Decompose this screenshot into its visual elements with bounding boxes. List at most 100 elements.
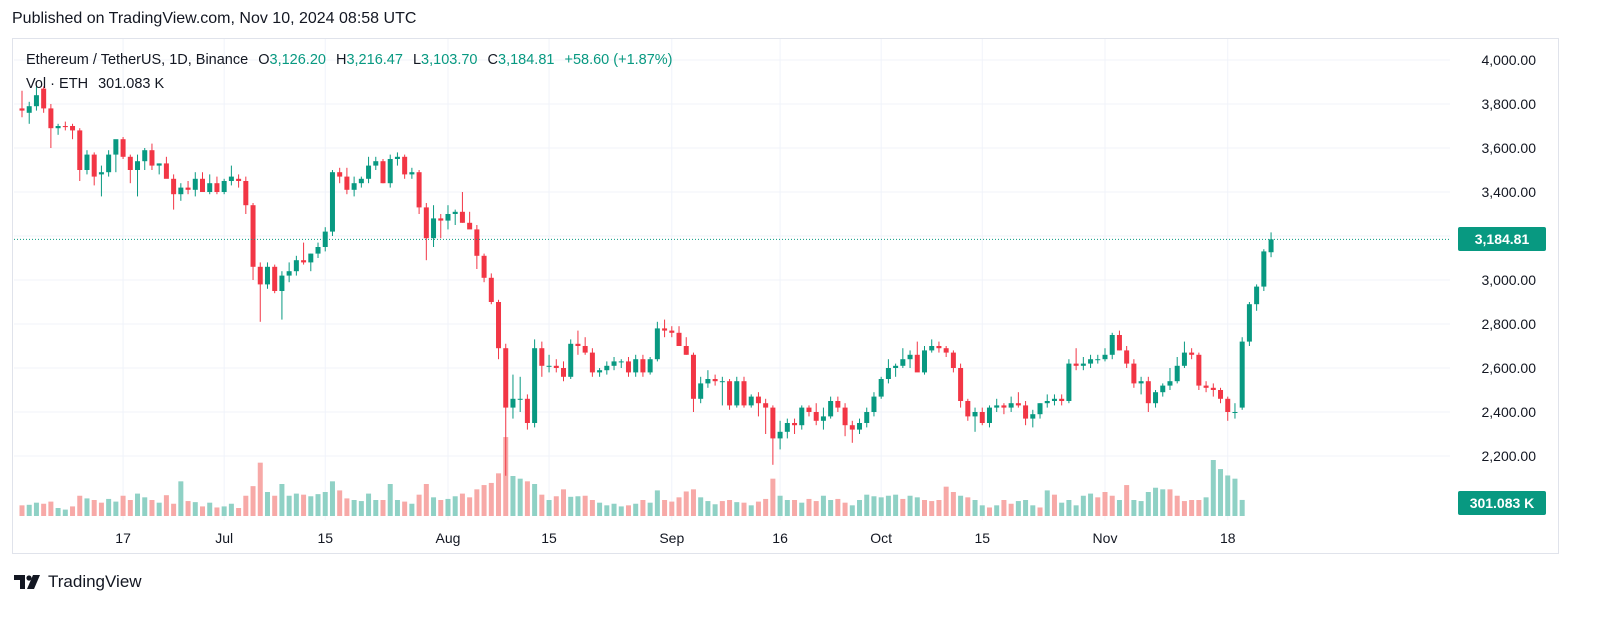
candle-body xyxy=(561,368,566,377)
candle-body xyxy=(113,139,119,155)
volume-bar xyxy=(517,478,523,516)
candle-body xyxy=(1088,359,1094,364)
chart-frame[interactable] xyxy=(12,38,1559,554)
volume-bar xyxy=(532,484,538,516)
volume-bar xyxy=(1196,500,1202,516)
volume-bar xyxy=(857,500,863,516)
time-tick-label: 15 xyxy=(974,530,990,546)
candle-body xyxy=(135,161,141,170)
volume-bar xyxy=(452,496,458,516)
volume-bar xyxy=(1001,500,1007,516)
candle-body xyxy=(91,154,97,177)
volume-bar xyxy=(741,502,747,516)
candle-body xyxy=(986,407,992,423)
candle-body xyxy=(1254,286,1260,305)
candle-body xyxy=(438,218,444,221)
candle-body xyxy=(1239,341,1245,408)
tradingview-brand[interactable]: TradingView xyxy=(14,572,142,592)
volume-bar xyxy=(885,495,891,516)
volume-bar xyxy=(1181,501,1187,516)
time-axis[interactable]: 17 Jul 15 Aug 15 Sep 16 Oct 15 Nov 18 xyxy=(115,530,1235,546)
volume-bar xyxy=(503,437,509,516)
volume-bar xyxy=(849,505,855,516)
volume-bar xyxy=(1037,507,1043,516)
volume-bar xyxy=(26,504,32,516)
volume-bar xyxy=(322,492,328,516)
time-tick-label: 18 xyxy=(1220,530,1236,546)
volume-bar xyxy=(98,502,104,516)
last-volume-badge: 301.083 K xyxy=(1458,491,1546,515)
open-label: O xyxy=(258,52,270,68)
candle-body xyxy=(1044,401,1050,404)
volume-bar xyxy=(640,500,646,516)
volume-bar xyxy=(315,494,321,516)
volume-bar xyxy=(1080,495,1086,516)
candle-body xyxy=(481,255,487,278)
volume-bar xyxy=(611,503,617,516)
candle-body xyxy=(459,211,465,223)
volume-bar xyxy=(654,490,660,516)
volume-bar xyxy=(784,500,790,516)
candle-body xyxy=(741,381,747,406)
candle-body xyxy=(1059,398,1065,401)
volume-bar xyxy=(474,489,480,516)
volume-bar xyxy=(900,498,906,516)
volume-bar xyxy=(806,498,812,516)
volume-bar xyxy=(358,501,364,516)
time-tick-label: 16 xyxy=(772,530,788,546)
price-tick-label: 3,000.00 xyxy=(1482,272,1537,288)
volume-bar xyxy=(279,484,285,516)
price-axis[interactable]: 4,000.003,800.003,600.003,400.003,200.00… xyxy=(1482,52,1537,464)
brand-name: TradingView xyxy=(48,572,142,591)
low-value: 3,103.70 xyxy=(421,52,478,68)
candle-body xyxy=(416,172,422,208)
volume-bar xyxy=(293,493,299,516)
candle-body xyxy=(820,416,826,421)
volume-bar xyxy=(1138,501,1144,516)
volume-bar xyxy=(1073,505,1079,516)
volume-bar xyxy=(770,478,776,516)
volume-bar xyxy=(1102,492,1108,516)
volume-bar xyxy=(922,500,927,516)
volume-bar xyxy=(228,503,234,516)
candle-body xyxy=(719,381,725,383)
candle-body xyxy=(1218,390,1224,399)
volume-bar xyxy=(929,501,935,516)
candle-body xyxy=(98,172,104,175)
volume-bar xyxy=(698,497,704,516)
candle-body xyxy=(171,178,177,195)
time-tick-label: 15 xyxy=(541,530,557,546)
volume-bar xyxy=(120,495,126,516)
candle-body xyxy=(698,383,704,399)
candle-body xyxy=(387,159,393,184)
candle-body xyxy=(394,156,400,159)
candle-body xyxy=(922,350,927,373)
candle-body xyxy=(149,150,155,166)
volume-bar xyxy=(604,505,610,516)
candle-body xyxy=(1001,405,1007,408)
volume-bar xyxy=(568,496,574,516)
volume-bar xyxy=(171,503,177,516)
candle-body xyxy=(813,412,819,421)
candle-body xyxy=(41,88,47,109)
price-tick-label: 2,200.00 xyxy=(1482,448,1537,464)
candle-body xyxy=(279,275,285,291)
candle-body xyxy=(301,260,307,263)
candle-body xyxy=(315,247,321,254)
volume-bar xyxy=(163,495,169,516)
volume-bar xyxy=(597,502,603,516)
volume-bar xyxy=(438,500,444,516)
time-tick-label: 17 xyxy=(115,530,131,546)
candle-body xyxy=(994,405,1000,408)
candle-body xyxy=(106,154,112,173)
volume-bar xyxy=(185,501,191,516)
volume-bar xyxy=(1023,500,1029,516)
symbol-label: Ethereum / TetherUS, 1D, Binance xyxy=(26,52,249,68)
volume-bar xyxy=(1239,499,1245,516)
candle-body xyxy=(1203,385,1209,388)
candle-body xyxy=(539,348,545,366)
volume-bar xyxy=(1008,503,1014,516)
candle-body xyxy=(1268,239,1274,253)
candle-body xyxy=(200,178,205,192)
